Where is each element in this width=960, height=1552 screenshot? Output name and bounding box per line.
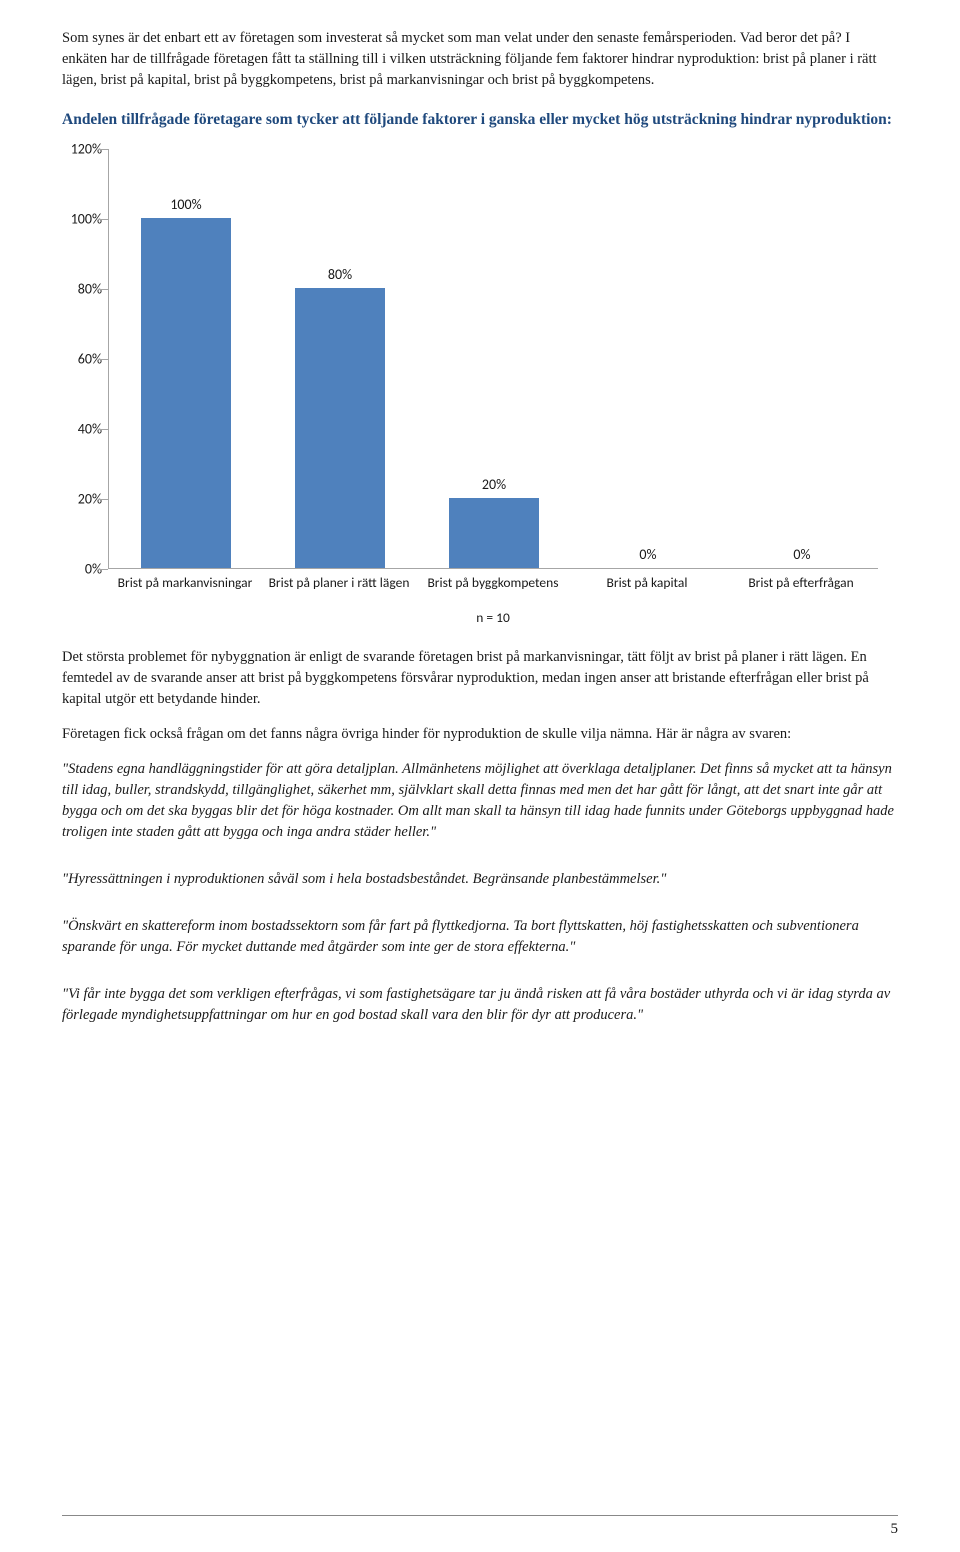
footer-rule: [62, 1515, 898, 1516]
bar: 80%: [295, 288, 384, 568]
x-category-label: Brist på byggkompetens: [416, 571, 570, 591]
bar-value-label: 0%: [603, 546, 692, 563]
analysis-paragraph-2: Företagen fick också frågan om det fanns…: [62, 724, 898, 745]
y-tick-mark: [98, 569, 108, 570]
y-tick-mark: [98, 429, 108, 430]
y-tick-mark: [98, 149, 108, 150]
quote-1: "Stadens egna handläggningstider för att…: [62, 759, 898, 843]
quote-4: "Vi får inte bygga det som verkligen eft…: [62, 984, 898, 1026]
chart-title: Andelen tillfrågade företagare som tycke…: [62, 109, 898, 131]
x-axis-labels: Brist på markanvisningarBrist på planer …: [108, 571, 878, 591]
x-category-label: Brist på efterfrågan: [724, 571, 878, 591]
plot-area: 100% 80% 20% 0% 0%: [108, 149, 878, 569]
bar: 100%: [141, 218, 230, 568]
y-tick-mark: [98, 359, 108, 360]
bar-value-label: 0%: [757, 546, 846, 563]
x-category-label: Brist på markanvisningar: [108, 571, 262, 591]
quote-2: "Hyressättningen i nyproduktionen såväl …: [62, 869, 898, 890]
bar-chart: 0%20%40%60%80%100%120% 100%80%20%0%0% Br…: [62, 149, 882, 619]
bar-value-label: 80%: [295, 266, 384, 283]
y-tick-mark: [98, 499, 108, 500]
x-category-label: Brist på kapital: [570, 571, 724, 591]
quote-3: "Önskvärt en skattereform inom bostadsse…: [62, 916, 898, 958]
analysis-paragraph-1: Det största problemet för nybyggnation ä…: [62, 647, 898, 710]
y-tick-mark: [98, 219, 108, 220]
page-number: 5: [891, 1521, 899, 1538]
x-category-label: Brist på planer i rätt lägen: [262, 571, 416, 591]
bar-value-label: 100%: [141, 196, 230, 213]
y-tick-mark: [98, 289, 108, 290]
intro-paragraph: Som synes är det enbart ett av företagen…: [62, 28, 898, 91]
bar: 20%: [449, 498, 538, 568]
bar-value-label: 20%: [449, 476, 538, 493]
sample-size-label: n = 10: [108, 609, 878, 626]
